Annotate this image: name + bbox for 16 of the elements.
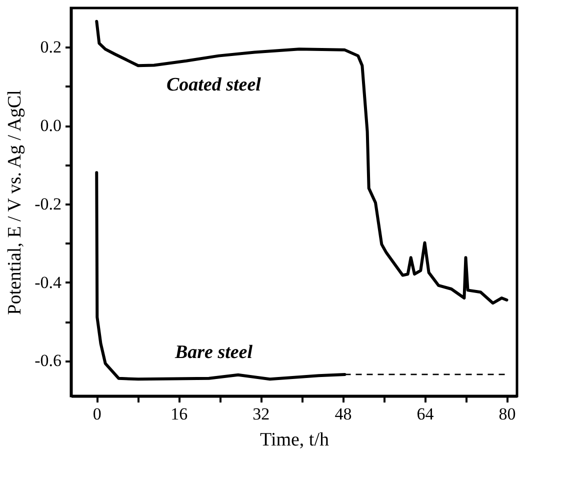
x-tick-label: 0: [92, 404, 102, 424]
y-tick-label: -0.6: [34, 351, 62, 370]
x-tick-label: 32: [252, 404, 270, 424]
y-tick-label: -0.2: [34, 194, 62, 214]
line-series: [95, 20, 508, 305]
y-tick-label: 0.0: [40, 116, 62, 136]
x-tick-label: 48: [334, 404, 352, 424]
x-tick-label: 80: [498, 404, 516, 424]
x-axis-title: Time, t/h: [260, 430, 330, 450]
y-axis-title: Potential, E / V vs. Ag / AgCl: [4, 90, 26, 315]
series-label: Coated steel: [166, 74, 262, 96]
y-tick-label: -0.4: [34, 272, 62, 292]
series-label: Bare steel: [174, 342, 254, 363]
x-tick-label: 16: [170, 404, 188, 424]
x-tick-label: 64: [416, 404, 434, 424]
y-tick-label: 0.2: [40, 38, 62, 57]
